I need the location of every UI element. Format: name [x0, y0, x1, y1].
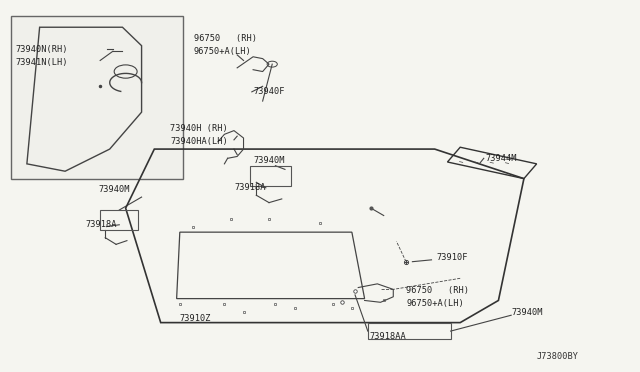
Text: 73940N(RH): 73940N(RH) — [15, 45, 68, 54]
Text: 73918AA: 73918AA — [370, 332, 406, 341]
Text: J73800BY: J73800BY — [537, 352, 579, 361]
Text: 73940F: 73940F — [253, 87, 285, 96]
Text: 73918A: 73918A — [86, 220, 117, 229]
Text: 96750   (RH): 96750 (RH) — [406, 286, 469, 295]
Text: 73940H (RH): 73940H (RH) — [170, 124, 228, 133]
Text: 73940HA(LH): 73940HA(LH) — [170, 137, 228, 146]
Text: 96750+A(LH): 96750+A(LH) — [194, 47, 252, 56]
Bar — [100, 210, 138, 230]
Text: 96750   (RH): 96750 (RH) — [194, 34, 257, 43]
Text: 73940M: 73940M — [511, 308, 543, 317]
Text: 73941N(LH): 73941N(LH) — [15, 58, 68, 67]
Text: 73910Z: 73910Z — [180, 314, 211, 323]
Text: 73940M: 73940M — [99, 185, 130, 194]
Bar — [11, 16, 183, 179]
Text: 73940M: 73940M — [253, 155, 285, 165]
Bar — [250, 166, 291, 186]
Text: 73944M: 73944M — [486, 154, 517, 163]
Bar — [368, 323, 451, 339]
Text: 96750+A(LH): 96750+A(LH) — [406, 299, 464, 308]
Text: 73910F: 73910F — [436, 253, 467, 263]
Text: 73918A: 73918A — [234, 183, 266, 192]
